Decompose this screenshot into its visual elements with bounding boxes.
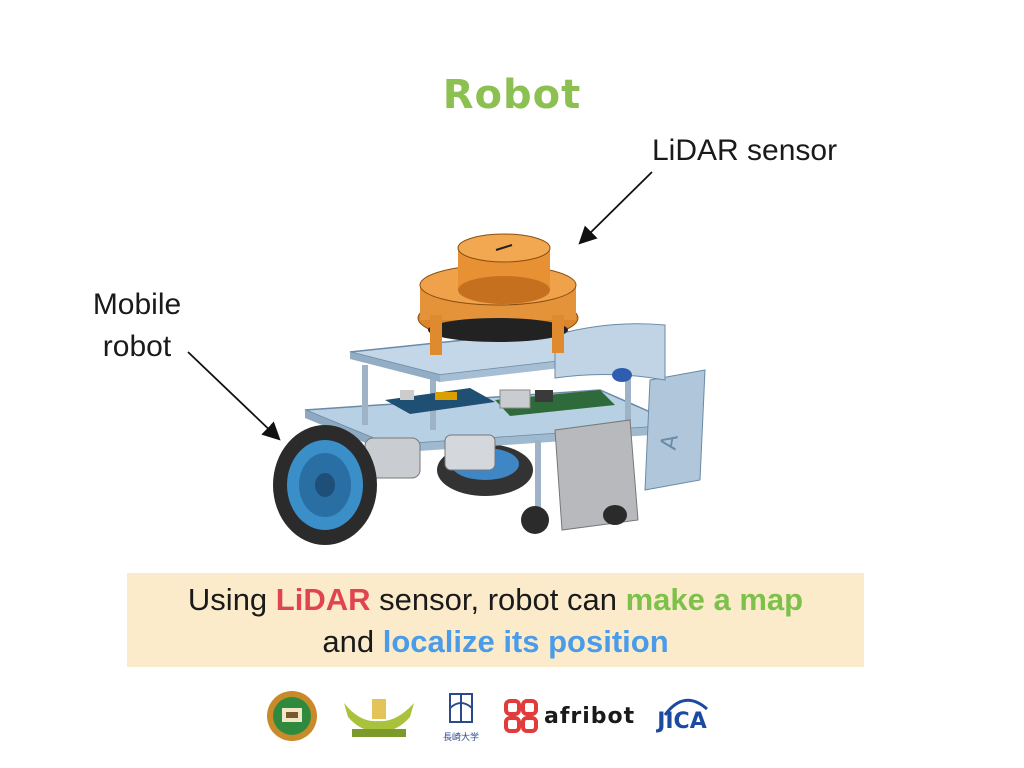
slide-title: Robot — [442, 72, 582, 118]
lidar-sensor-label: LiDAR sensor — [652, 134, 838, 167]
callout-line2: and localize its position — [127, 621, 864, 663]
callout-lidar-highlight: LiDAR — [275, 582, 371, 617]
partner-logos: 長崎大学 afribot JICA — [266, 686, 709, 746]
callout-text-2: sensor, robot can — [370, 582, 626, 617]
jica-logo: JICA — [657, 698, 709, 734]
callout-localize-highlight: localize its position — [382, 624, 669, 659]
university-seal-logo — [266, 688, 318, 744]
callout-line1: Using LiDAR sensor, robot can make a map — [127, 579, 864, 621]
callout-text-3: and — [322, 624, 383, 659]
lidar-arrow-icon — [578, 171, 653, 245]
summary-callout: Using LiDAR sensor, robot can make a map… — [127, 573, 864, 667]
nagasaki-university-logo: 長崎大学 — [440, 690, 482, 743]
callout-map-highlight: make a map — [625, 582, 804, 617]
mobile-robot-label: Mobile robot — [78, 284, 196, 368]
mobile-robot-label-line2: robot — [102, 330, 172, 363]
afribot-logo: afribot — [504, 699, 635, 733]
mobile-robot-arrow-icon — [187, 351, 281, 441]
mobile-robot-label-line1: Mobile — [92, 288, 182, 321]
callout-text-1: Using — [187, 582, 276, 617]
nagasaki-university-text: 長崎大学 — [442, 732, 479, 743]
afribot-text: afribot — [544, 703, 636, 729]
svg-text:A: A — [656, 433, 683, 452]
emblem-logo — [340, 693, 418, 739]
robot-illustration: A — [273, 233, 706, 545]
